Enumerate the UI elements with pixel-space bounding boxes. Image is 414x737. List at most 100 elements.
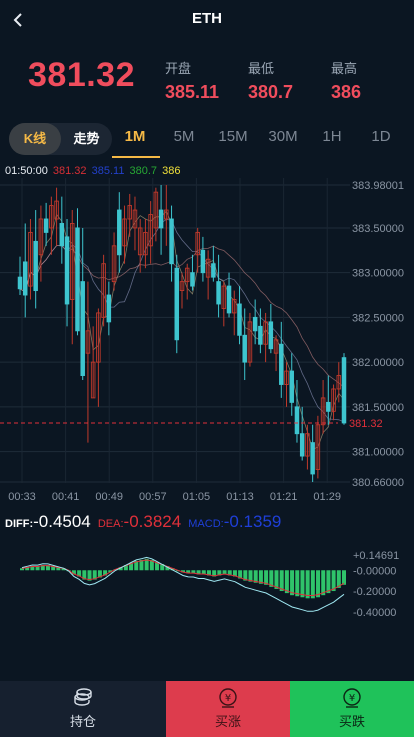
page-title: ETH [192, 10, 222, 27]
macd-bar [227, 570, 232, 576]
macd-bar [310, 570, 315, 599]
time-axis-label: 01:21 [270, 491, 298, 503]
tab-timeframe-5m[interactable]: 5M [173, 128, 195, 145]
candle [205, 258, 211, 278]
dea-line [21, 559, 345, 596]
candle [28, 231, 33, 287]
macd-bar [87, 570, 92, 581]
macd-bar [336, 570, 341, 588]
macd-bar [118, 567, 123, 571]
candle [143, 231, 148, 256]
holdings-button[interactable]: 持仓 [0, 681, 166, 737]
macd-bar [331, 570, 336, 592]
macd-axis-label: -0.20000 [353, 586, 396, 598]
candle [106, 294, 112, 323]
current-price: 381.32 [28, 56, 135, 94]
macd-bar [170, 568, 175, 571]
candle [90, 361, 96, 399]
macd-bar [316, 570, 321, 598]
stat-high-value: 386 [331, 82, 362, 102]
macd-bar [238, 570, 243, 579]
stat-low-value: 380.7 [248, 82, 294, 102]
diff-label: DIFF: [5, 518, 34, 530]
macd-bar [97, 570, 102, 578]
candle [284, 370, 289, 385]
macd-bar [123, 565, 128, 571]
candle [315, 424, 321, 470]
legend-high: 386 [162, 165, 181, 177]
candle [211, 263, 216, 278]
macd-bar [248, 570, 253, 582]
macd-axis-label: -0.00000 [353, 565, 396, 577]
candle [49, 205, 54, 229]
candle [80, 281, 85, 376]
candle [17, 276, 23, 290]
tab-timeframe-1d[interactable]: 1D [371, 128, 391, 145]
stat-low: 最低 380.7 [248, 58, 293, 103]
candle [117, 209, 122, 256]
candle [111, 245, 117, 283]
tab-timeframe-1m[interactable]: 1M [124, 128, 146, 145]
macd-bar [71, 570, 76, 575]
candle [232, 299, 237, 314]
candle [336, 375, 342, 390]
tab-timeframe-30m[interactable]: 30M [268, 128, 298, 145]
macd-bar [92, 570, 97, 580]
macd-bar [279, 570, 284, 592]
macd-bar [155, 561, 160, 571]
chart-tabbar: K线 走势 1M 5M 15M 30M 1H 1D [0, 120, 414, 160]
candle [294, 406, 300, 435]
price-axis-label: 382.00000 [352, 357, 404, 369]
candle [258, 325, 263, 345]
price-axis-label: 383.00000 [352, 268, 404, 280]
stat-open-value: 385.11 [165, 82, 220, 102]
tab-trend[interactable]: 走势 [73, 131, 100, 146]
macd-bar [149, 559, 154, 571]
candle [331, 388, 336, 412]
candle [242, 334, 247, 363]
macd-bar [160, 564, 165, 571]
macd-bar [305, 570, 310, 599]
macd-bar [103, 570, 108, 576]
candle [148, 214, 153, 247]
macd-bar [274, 570, 279, 589]
buy-up-button[interactable]: ¥ 买涨 [166, 681, 290, 737]
candle [122, 218, 127, 247]
price-axis-label: 381.00000 [352, 447, 404, 459]
macd-bar [196, 570, 201, 575]
macd-bar [108, 570, 113, 573]
tab-timeframe-15m[interactable]: 15M [218, 128, 248, 145]
buy-down-button[interactable]: ¥ 买跌 [290, 681, 414, 737]
time-axis-label: 01:29 [313, 491, 341, 503]
chevron-left-icon[interactable] [8, 8, 30, 32]
macd-bar [342, 570, 346, 585]
macd-axis-label: +0.14691 [353, 550, 399, 562]
candle [174, 267, 180, 341]
candle [38, 218, 44, 256]
macd-bar [56, 567, 61, 571]
time-axis-label: 01:05 [183, 491, 211, 503]
legend-close: 381.32 [52, 165, 87, 177]
candle [158, 209, 164, 229]
price-axis-label: 380.66000 [352, 477, 404, 489]
candle [341, 357, 347, 424]
candle [169, 218, 174, 265]
tab-kline[interactable]: K线 [9, 123, 61, 155]
candle [247, 321, 253, 363]
candle [179, 281, 185, 292]
candle [153, 191, 159, 229]
tab-timeframe-1h[interactable]: 1H [322, 128, 342, 145]
candle [54, 200, 59, 220]
diff-value: -0.4504 [33, 512, 91, 531]
candle [22, 261, 28, 296]
candlestick-chart[interactable]: 383.98001 383.50000 383.00000 382.50000 382.… [0, 178, 414, 508]
candle [263, 321, 268, 345]
time-axis-label: 00:49 [95, 491, 123, 503]
legend-low: 380.7 [129, 165, 158, 177]
candle [200, 249, 206, 274]
legend-open: 385.11 [91, 165, 125, 177]
current-price-tag: 381.32 [349, 418, 383, 430]
macd-bar [186, 570, 191, 574]
buy-up-label: 买涨 [214, 714, 241, 729]
stat-open-label: 开盘 [165, 61, 192, 76]
